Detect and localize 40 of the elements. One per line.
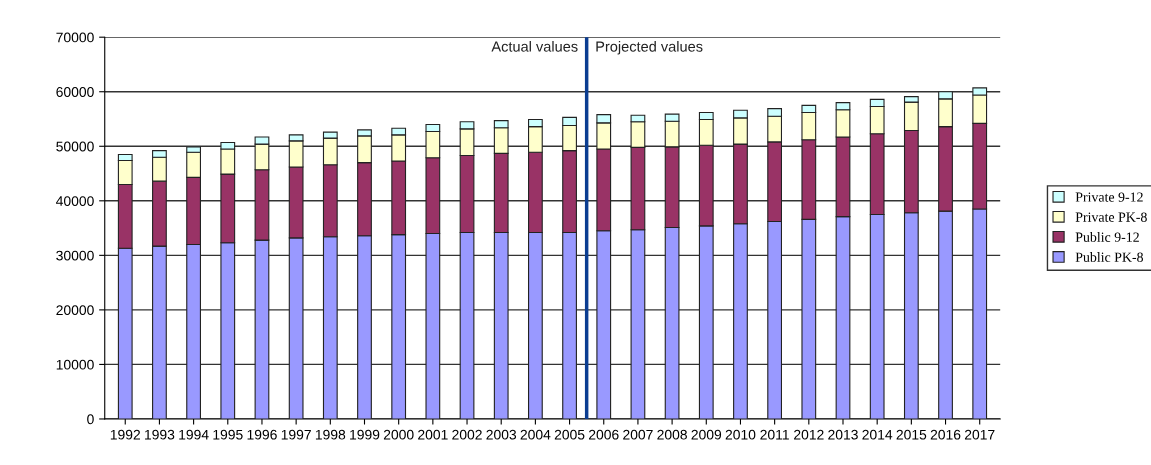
x-tick-label: 2010 (725, 429, 756, 440)
y-tick-label: 20000 (56, 305, 94, 316)
x-tick-label: 2006 (589, 429, 619, 440)
y-tick-label: 10000 (56, 359, 94, 370)
y-tick-label: 70000 (56, 32, 94, 43)
y-tick-label: 40000 (56, 196, 94, 206)
x-tick-label: 2012 (794, 429, 824, 440)
annotation: Actual values (491, 41, 578, 52)
x-tick-label: 2004 (520, 429, 551, 440)
x-tick-label: 1994 (179, 429, 209, 440)
legend-label: Public PK-8 (1075, 252, 1143, 262)
x-tick-label: 2003 (486, 429, 517, 440)
x-tick-label: 2009 (691, 429, 722, 440)
x-tick-label: 2001 (418, 429, 448, 440)
legend-label: Private 9-12 (1075, 192, 1143, 202)
x-tick-label: 2007 (623, 429, 653, 440)
x-tick-label: 2011 (760, 429, 789, 440)
x-tick-label: 1997 (281, 429, 311, 440)
x-tick-label: 1995 (213, 429, 243, 440)
x-tick-label: 2014 (862, 429, 893, 440)
x-tick-label: 2015 (896, 429, 927, 440)
legend-label: Private PK-8 (1075, 212, 1147, 222)
x-tick-label: 1998 (315, 429, 346, 440)
y-tick-label: 50000 (56, 141, 94, 152)
x-tick-label: 2017 (964, 429, 995, 440)
x-tick-label: 1992 (110, 429, 140, 440)
legend-label: Public 9-12 (1075, 232, 1139, 242)
annotation: Projected values (596, 41, 703, 55)
x-tick-label: 2000 (383, 429, 414, 440)
x-tick-label: 1993 (145, 429, 175, 440)
x-tick-label: 2002 (452, 429, 482, 440)
x-tick-label: 2016 (930, 429, 961, 440)
x-tick-label: 1999 (350, 429, 380, 440)
y-tick-label: 0 (87, 414, 94, 425)
y-tick-label: 30000 (56, 250, 94, 261)
x-tick-label: 2008 (657, 429, 687, 440)
x-tick-label: 2005 (554, 429, 585, 440)
x-tick-label: 1996 (247, 429, 277, 440)
x-tick-label: 2013 (828, 429, 858, 440)
y-tick-label: 60000 (56, 87, 94, 97)
